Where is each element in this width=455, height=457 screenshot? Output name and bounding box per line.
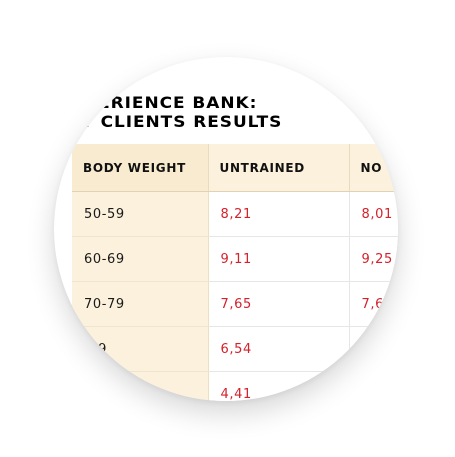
table-row: -89 6,54: [72, 326, 398, 372]
third-value-cell: 7,6: [349, 281, 398, 327]
table-row: 50-59 8,21 8,01: [72, 191, 398, 237]
untrained-value-cell: 6,54: [208, 326, 350, 372]
header-third-column: NO: [349, 144, 398, 192]
circular-image-frame: PERIENCE BANK: Y CLIENTS RESULTS BODY WE…: [54, 57, 398, 401]
results-table: BODY WEIGHT UNTRAINED NO 50-59 8,21 8,01…: [72, 144, 398, 401]
third-value-cell: [349, 326, 398, 372]
title-line-1: PERIENCE BANK:: [84, 93, 258, 112]
weight-cell: [72, 371, 209, 401]
untrained-value-cell: 7,65: [208, 281, 350, 327]
table-header-row: BODY WEIGHT UNTRAINED NO: [72, 144, 398, 192]
weight-cell: -89: [72, 326, 209, 372]
untrained-value-cell: 4,41: [208, 371, 350, 401]
title-line-2: Y CLIENTS RESULTS: [80, 112, 283, 131]
table-row: 70-79 7,65 7,6: [72, 281, 398, 327]
third-value-cell: 8,01: [349, 191, 398, 237]
weight-cell: 70-79: [72, 281, 209, 327]
header-untrained: UNTRAINED: [208, 144, 350, 192]
table-title: PERIENCE BANK: Y CLIENTS RESULTS: [72, 93, 282, 131]
header-body-weight: BODY WEIGHT: [72, 144, 209, 192]
table-row: 60-69 9,11 9,25: [72, 236, 398, 282]
third-value-cell: 9,25: [349, 236, 398, 282]
untrained-value-cell: 8,21: [208, 191, 350, 237]
results-card: PERIENCE BANK: Y CLIENTS RESULTS BODY WE…: [72, 93, 398, 401]
weight-cell: 50-59: [72, 191, 209, 237]
table-row: 4,41: [72, 371, 398, 401]
weight-cell: 60-69: [72, 236, 209, 282]
untrained-value-cell: 9,11: [208, 236, 350, 282]
third-value-cell: [349, 371, 398, 401]
